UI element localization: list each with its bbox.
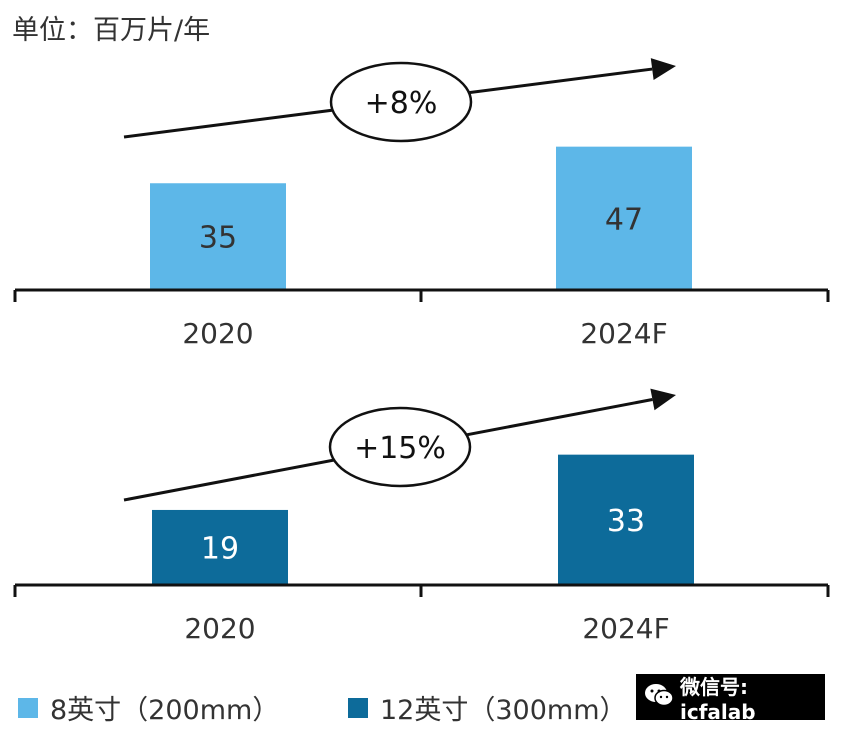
bar [152,509,288,585]
x-tick-label: 2024F [580,317,667,350]
legend-item-8inch: 8英寸（200mm） [18,688,279,727]
wechat-icon [644,682,674,713]
legend-swatch [18,697,38,718]
bar [150,183,286,290]
legend-swatch [348,697,368,718]
watermark-text: 微信号: icfalab [680,674,756,724]
bar-value-label: 19 [201,531,239,566]
legend-label: 12英寸（300mm） [380,695,627,726]
unit-label: 单位：百万片/年 [12,15,211,46]
growth-label: +15% [354,431,446,466]
bar-value-label: 47 [605,202,643,237]
bar [558,454,694,585]
trend-arrow-head [650,388,676,411]
bar-value-label: 35 [199,221,237,256]
trend-arrow-head [650,58,676,80]
x-tick-label: 2024F [582,612,669,645]
legend-label: 8英寸（200mm） [50,695,280,726]
growth-label: +8% [365,86,438,121]
x-tick-label: 2020 [184,612,255,645]
bar-value-label: 33 [607,504,645,539]
watermark: 微信号: icfalab [636,674,825,724]
bar [556,146,692,290]
growth-badge [329,61,473,143]
x-tick-label: 2020 [182,317,253,350]
legend-item-12inch: 12英寸（300mm） [348,688,627,727]
growth-badge [328,406,472,488]
